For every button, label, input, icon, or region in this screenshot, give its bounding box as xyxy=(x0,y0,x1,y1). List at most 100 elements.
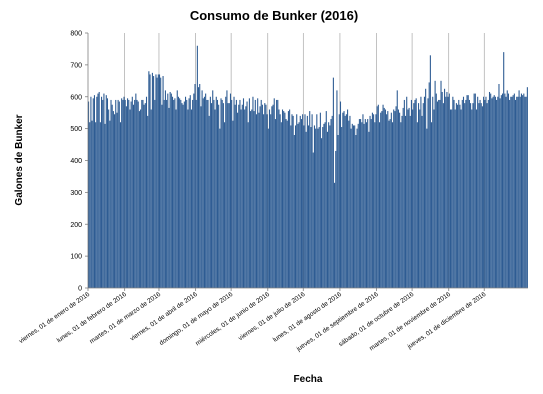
bar xyxy=(312,152,314,288)
bar xyxy=(111,104,113,288)
bar xyxy=(141,99,143,288)
bar xyxy=(104,123,106,288)
y-tick-label: 300 xyxy=(70,190,82,197)
bar xyxy=(298,122,300,288)
bar xyxy=(526,87,528,288)
bar xyxy=(88,101,90,288)
bar xyxy=(426,128,428,289)
bar xyxy=(136,99,138,288)
bar xyxy=(226,90,228,289)
bar xyxy=(370,119,372,288)
bar xyxy=(209,96,211,288)
bar xyxy=(412,109,414,288)
bar xyxy=(99,122,101,288)
bar xyxy=(358,119,360,288)
bar xyxy=(448,93,450,288)
bar xyxy=(237,112,239,288)
bar xyxy=(512,95,514,288)
bar xyxy=(407,109,409,288)
bar xyxy=(177,96,179,288)
bar xyxy=(276,99,278,288)
bar xyxy=(394,111,396,288)
bar xyxy=(387,111,389,288)
bar xyxy=(116,112,118,288)
bar xyxy=(148,71,150,288)
bar xyxy=(486,103,488,289)
bar xyxy=(134,99,136,288)
bar xyxy=(513,93,515,288)
y-axis: 0 100 200 300 400 500 600 700 800 xyxy=(70,31,89,293)
y-tick-label: 400 xyxy=(70,158,82,165)
bar xyxy=(400,122,402,288)
bar xyxy=(115,99,117,288)
bar xyxy=(383,107,385,288)
bar xyxy=(436,101,439,288)
bar xyxy=(347,109,349,288)
bar xyxy=(382,104,384,288)
bar xyxy=(167,93,169,288)
bar xyxy=(188,98,190,288)
bar xyxy=(168,107,170,288)
bar xyxy=(439,99,441,288)
bar xyxy=(179,98,181,288)
bar xyxy=(259,106,261,288)
bar xyxy=(446,91,448,288)
bar xyxy=(506,90,508,289)
bar xyxy=(453,99,455,288)
bar xyxy=(380,112,382,288)
bar xyxy=(401,115,403,289)
bar xyxy=(213,99,215,288)
bar xyxy=(356,128,358,289)
bar xyxy=(150,109,152,288)
bar xyxy=(239,99,241,288)
bar xyxy=(207,99,209,288)
bar xyxy=(198,87,200,288)
bar xyxy=(480,103,482,289)
bar xyxy=(362,114,364,288)
bar xyxy=(189,95,191,288)
bar xyxy=(524,96,526,288)
bar xyxy=(517,96,519,288)
bar xyxy=(284,112,286,288)
bar xyxy=(371,112,373,288)
bar xyxy=(158,74,161,288)
bar xyxy=(252,96,254,288)
bar xyxy=(283,111,285,288)
bar xyxy=(457,104,459,288)
bar xyxy=(503,52,505,289)
bar xyxy=(296,114,298,288)
bar xyxy=(462,96,465,288)
bar xyxy=(313,125,315,288)
bar xyxy=(208,115,210,289)
bar xyxy=(118,101,120,288)
bar xyxy=(219,128,221,289)
y-tick-label: 600 xyxy=(70,94,82,101)
bar xyxy=(415,98,417,288)
bar xyxy=(108,109,110,288)
bar xyxy=(420,96,422,288)
bar xyxy=(352,125,355,288)
bar xyxy=(322,127,324,288)
bar xyxy=(355,135,357,288)
bar xyxy=(200,106,202,288)
bar xyxy=(351,123,353,288)
bar xyxy=(360,119,362,288)
bar xyxy=(484,99,486,288)
bar xyxy=(305,131,307,288)
bar xyxy=(414,99,416,288)
bar xyxy=(196,45,198,288)
bar xyxy=(202,98,204,288)
bar xyxy=(361,122,363,288)
bar xyxy=(485,96,487,288)
bar xyxy=(396,90,398,289)
bar xyxy=(444,88,446,288)
bar xyxy=(332,77,334,289)
bar xyxy=(147,115,149,289)
bar xyxy=(265,104,267,288)
bar xyxy=(281,109,284,288)
bar xyxy=(135,93,137,288)
bar xyxy=(261,104,263,288)
bar xyxy=(425,88,427,288)
bar xyxy=(493,95,495,288)
bar xyxy=(131,96,133,288)
